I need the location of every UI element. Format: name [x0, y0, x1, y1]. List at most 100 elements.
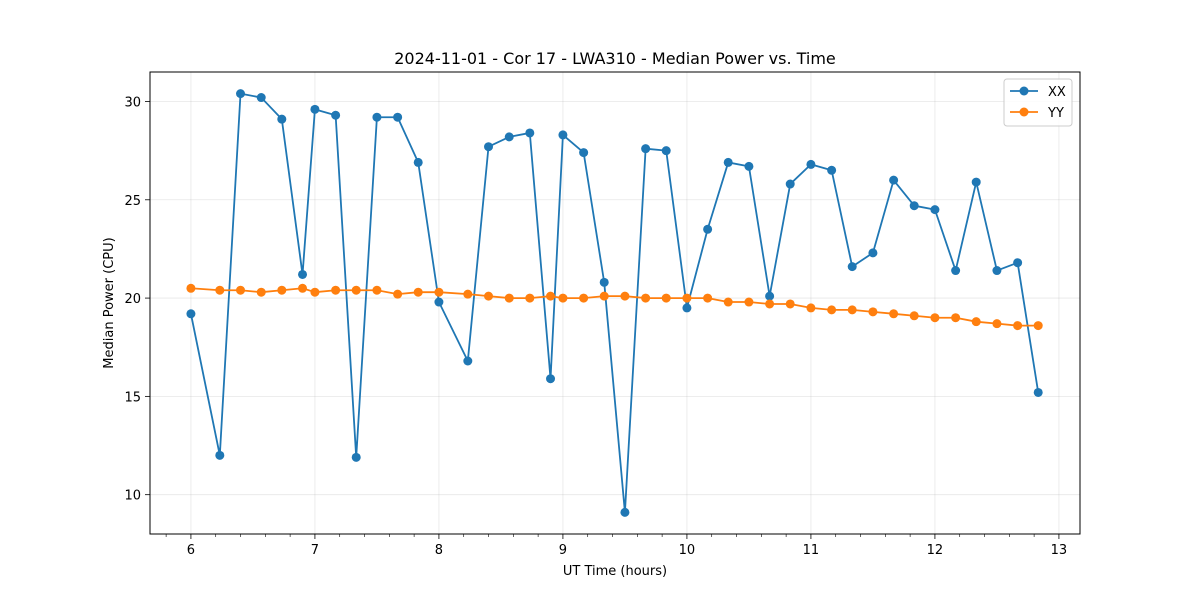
x-tick-label: 13 — [1051, 543, 1068, 558]
data-point-yy — [434, 287, 444, 297]
data-point-yy — [351, 285, 361, 295]
data-point-xx — [277, 114, 287, 124]
data-point-yy — [971, 317, 981, 327]
data-point-xx — [351, 452, 361, 462]
data-point-yy — [579, 293, 589, 303]
data-point-xx — [682, 303, 692, 313]
data-point-yy — [951, 313, 961, 323]
data-point-xx — [765, 291, 775, 301]
data-point-yy — [215, 285, 225, 295]
data-point-xx — [868, 248, 878, 258]
data-point-xx — [992, 266, 1002, 276]
data-point-yy — [256, 287, 266, 297]
legend-marker-xx — [1019, 86, 1029, 96]
data-point-yy — [744, 297, 754, 307]
data-point-yy — [413, 287, 423, 297]
data-point-yy — [298, 283, 308, 293]
x-axis-label: UT Time (hours) — [563, 564, 667, 579]
y-tick-label: 20 — [124, 292, 141, 307]
data-point-yy — [785, 299, 795, 309]
data-point-yy — [992, 319, 1002, 329]
data-point-yy — [546, 291, 556, 301]
data-point-yy — [641, 293, 651, 303]
data-point-yy — [463, 289, 473, 299]
data-point-yy — [310, 287, 320, 297]
data-point-xx — [558, 130, 568, 140]
data-point-yy — [186, 283, 196, 293]
data-point-xx — [1033, 387, 1043, 397]
data-point-xx — [806, 159, 816, 169]
data-point-yy — [525, 293, 535, 303]
data-point-xx — [525, 128, 535, 138]
data-point-yy — [558, 293, 568, 303]
data-point-yy — [682, 293, 692, 303]
data-point-yy — [484, 291, 494, 301]
data-point-xx — [186, 309, 196, 319]
data-point-xx — [847, 262, 857, 272]
data-point-xx — [827, 165, 837, 175]
data-point-xx — [703, 224, 713, 234]
data-point-yy — [1013, 321, 1023, 331]
data-point-xx — [579, 148, 589, 158]
x-tick-label: 11 — [803, 543, 820, 558]
y-axis-label: Median Power (CPU) — [102, 237, 117, 368]
x-tick-label: 12 — [927, 543, 944, 558]
data-point-yy — [909, 311, 919, 321]
x-tick-label: 6 — [187, 543, 195, 558]
data-point-xx — [930, 205, 940, 215]
data-point-yy — [806, 303, 816, 313]
x-tick-label: 8 — [435, 543, 443, 558]
data-point-yy — [277, 285, 287, 295]
data-point-xx — [310, 104, 320, 114]
legend-marker-yy — [1019, 107, 1029, 117]
data-point-xx — [889, 175, 899, 185]
data-point-yy — [1033, 321, 1043, 331]
data-point-yy — [504, 293, 514, 303]
x-tick-label: 7 — [311, 543, 319, 558]
x-tick-label: 10 — [679, 543, 696, 558]
data-point-yy — [868, 307, 878, 317]
legend-label-xx: XX — [1048, 85, 1066, 100]
data-point-xx — [393, 112, 403, 122]
data-point-xx — [599, 277, 609, 287]
data-point-xx — [785, 179, 795, 189]
data-point-yy — [620, 291, 630, 301]
data-point-yy — [847, 305, 857, 315]
y-tick-label: 30 — [124, 95, 141, 110]
data-point-xx — [909, 201, 919, 211]
data-point-yy — [930, 313, 940, 323]
data-point-yy — [599, 291, 609, 301]
y-tick-label: 15 — [124, 390, 141, 405]
data-point-xx — [641, 144, 651, 154]
data-point-xx — [331, 110, 341, 120]
data-point-yy — [661, 293, 671, 303]
data-point-xx — [484, 142, 494, 152]
y-tick-label: 25 — [124, 194, 141, 209]
data-point-yy — [236, 285, 246, 295]
x-tick-label: 9 — [559, 543, 567, 558]
data-series — [186, 89, 1043, 517]
data-point-yy — [827, 305, 837, 315]
axis-ticks: 6 7 8 9 10 11 12 13 10 15 20 25 30 — [124, 95, 1067, 558]
data-point-yy — [889, 309, 899, 319]
data-point-yy — [765, 299, 775, 309]
data-point-xx — [298, 269, 308, 279]
data-point-yy — [393, 289, 403, 299]
chart-title: 2024-11-01 - Cor 17 - LWA310 - Median Po… — [394, 49, 836, 68]
data-point-xx — [744, 161, 754, 171]
data-point-xx — [256, 93, 266, 103]
legend-label-yy: YY — [1047, 106, 1064, 121]
data-point-xx — [546, 374, 556, 384]
data-point-xx — [723, 157, 733, 167]
plot-frame — [149, 71, 1081, 535]
data-point-xx — [215, 450, 225, 460]
data-point-xx — [372, 112, 382, 122]
data-point-xx — [434, 297, 444, 307]
data-point-xx — [951, 266, 961, 276]
data-point-xx — [413, 157, 423, 167]
data-point-yy — [723, 297, 733, 307]
data-point-yy — [372, 285, 382, 295]
data-point-yy — [703, 293, 713, 303]
